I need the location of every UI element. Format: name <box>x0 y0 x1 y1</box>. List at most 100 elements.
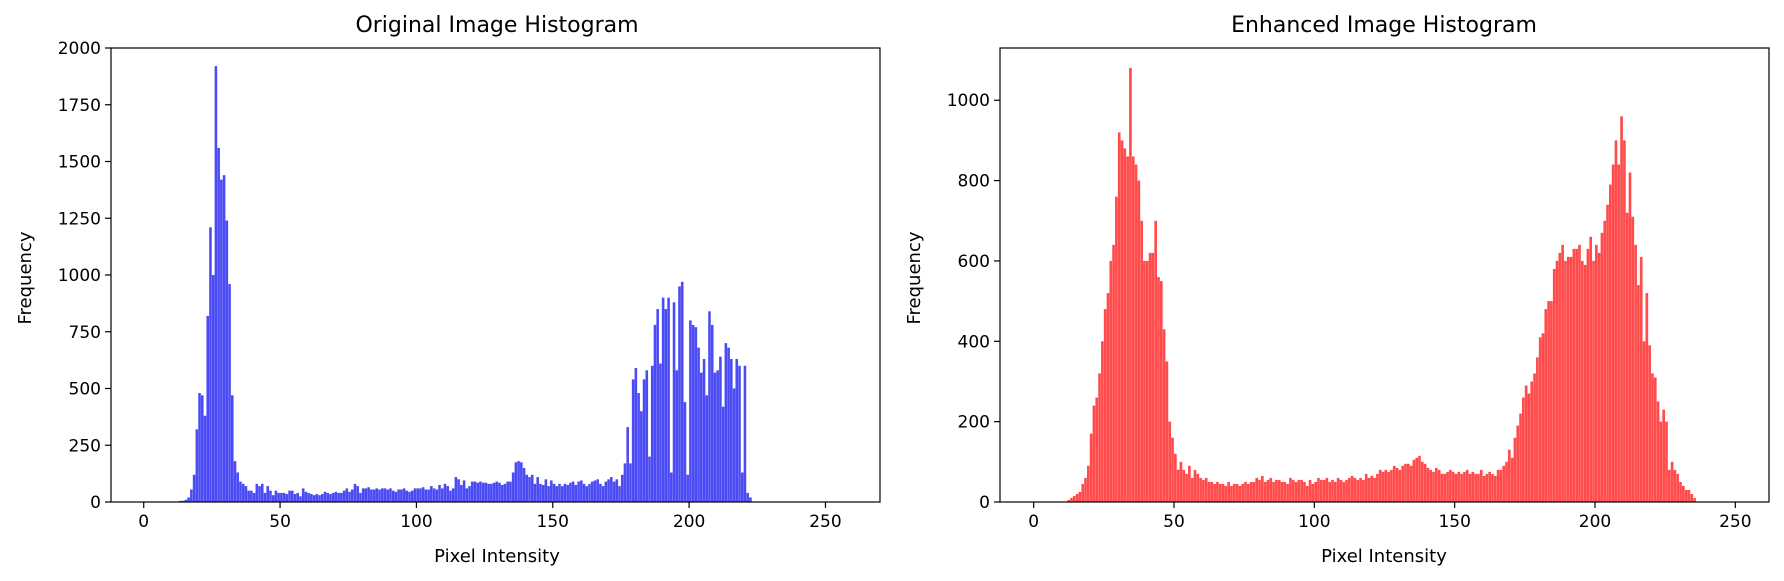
histogram-bar <box>1409 465 1413 502</box>
histogram-bar <box>1527 393 1531 502</box>
histogram-bar <box>645 370 649 502</box>
histogram-bar <box>1362 479 1365 502</box>
histogram-bar <box>1488 471 1491 502</box>
histogram-bar <box>274 490 278 502</box>
histogram-bar <box>1174 453 1177 502</box>
histogram-bar <box>1440 473 1444 502</box>
histogram-bar <box>700 372 703 502</box>
histogram-bar <box>1477 473 1480 502</box>
chart-title: Original Image Histogram <box>355 13 638 38</box>
histogram-bar <box>536 477 539 502</box>
histogram-bar <box>1067 499 1071 502</box>
histogram-bar <box>1249 481 1253 502</box>
histogram-bar <box>1597 252 1601 502</box>
histogram-bar <box>1117 132 1121 502</box>
histogram-bar <box>1653 377 1657 502</box>
histogram-bar <box>282 492 286 502</box>
histogram-bar <box>290 490 294 502</box>
histogram-bar <box>438 484 441 502</box>
histogram-bar <box>1235 483 1239 502</box>
histogram-bar <box>285 494 289 502</box>
histogram-bar <box>195 429 199 502</box>
histogram-bar <box>1221 483 1225 502</box>
histogram-bar <box>525 474 529 502</box>
histogram-bar <box>601 486 605 502</box>
histogram-bar <box>1611 164 1615 502</box>
histogram-bar <box>697 347 700 502</box>
histogram-bar <box>1659 421 1663 502</box>
histogram-bar <box>563 483 567 502</box>
histogram-bar <box>451 488 455 502</box>
histogram-bar <box>1642 341 1646 502</box>
x-axis-label: Pixel Intensity <box>434 546 560 567</box>
histogram-bar <box>650 365 654 502</box>
histogram-bar <box>1325 477 1329 502</box>
histogram-bar <box>1333 481 1337 502</box>
histogram-bar <box>331 492 335 502</box>
histogram-bar <box>678 286 681 502</box>
histogram-bar <box>413 488 417 502</box>
histogram-bar <box>1244 481 1247 502</box>
histogram-bar <box>1583 264 1587 502</box>
histogram-bar <box>307 492 310 502</box>
histogram-bar <box>1350 475 1354 502</box>
histogram-bar <box>220 179 223 502</box>
histogram-bar <box>359 492 362 502</box>
histogram-bar <box>1297 479 1301 502</box>
histogram-bar <box>378 489 381 502</box>
histogram-bar <box>1566 256 1570 502</box>
histogram-bar <box>740 472 744 502</box>
histogram-bar <box>1319 479 1323 502</box>
histogram-bar <box>574 484 578 502</box>
histogram-bar <box>342 490 346 502</box>
histogram-bar <box>1426 467 1430 502</box>
histogram-bar <box>473 481 477 502</box>
y-tick-label: 1750 <box>58 96 101 116</box>
histogram-bar <box>604 481 608 502</box>
histogram-bar <box>1303 481 1306 502</box>
histogram-bar <box>1179 461 1183 502</box>
histogram-bar <box>1460 473 1463 502</box>
histogram-bar <box>326 492 330 502</box>
histogram-bar <box>337 492 340 502</box>
histogram-bar <box>1356 479 1360 502</box>
histogram-bar <box>440 488 444 502</box>
histogram-bar <box>1342 481 1346 502</box>
histogram-bar <box>329 494 332 502</box>
histogram-bar <box>566 484 569 502</box>
histogram-bar <box>528 477 531 502</box>
histogram-bar <box>1176 469 1180 502</box>
histogram-bar <box>1246 483 1250 502</box>
histogram-bar <box>1485 473 1489 502</box>
histogram-bar <box>315 494 319 502</box>
histogram-bar <box>1628 172 1632 503</box>
histogram-bar <box>694 327 698 502</box>
histogram-bar <box>686 474 689 502</box>
histogram-bar <box>1645 293 1649 502</box>
histogram-bar <box>517 461 520 502</box>
histogram-bar <box>721 406 725 502</box>
y-tick-label: 1250 <box>58 209 101 229</box>
histogram-bar <box>626 427 629 502</box>
histogram-bar <box>416 488 419 502</box>
histogram-bar <box>596 479 599 502</box>
histogram-bar <box>260 483 264 502</box>
histogram-bar <box>1266 479 1270 502</box>
histogram-bar <box>705 395 709 502</box>
histogram-bar <box>1190 477 1194 502</box>
histogram-bar <box>1552 268 1556 502</box>
histogram-bars <box>1067 68 1696 503</box>
histogram-bar <box>266 486 270 502</box>
histogram-bar <box>402 488 406 502</box>
histogram-bar <box>631 379 635 502</box>
histogram-bar <box>629 463 632 502</box>
histogram-bar <box>1670 461 1674 502</box>
x-tick-label: 50 <box>269 512 291 532</box>
histogram-bar <box>457 479 460 502</box>
histogram-bar <box>615 479 619 502</box>
histogram-bar <box>1603 220 1607 502</box>
histogram-bar <box>1665 421 1668 502</box>
histogram-bar <box>1289 477 1292 502</box>
histogram-bar <box>1493 475 1497 502</box>
